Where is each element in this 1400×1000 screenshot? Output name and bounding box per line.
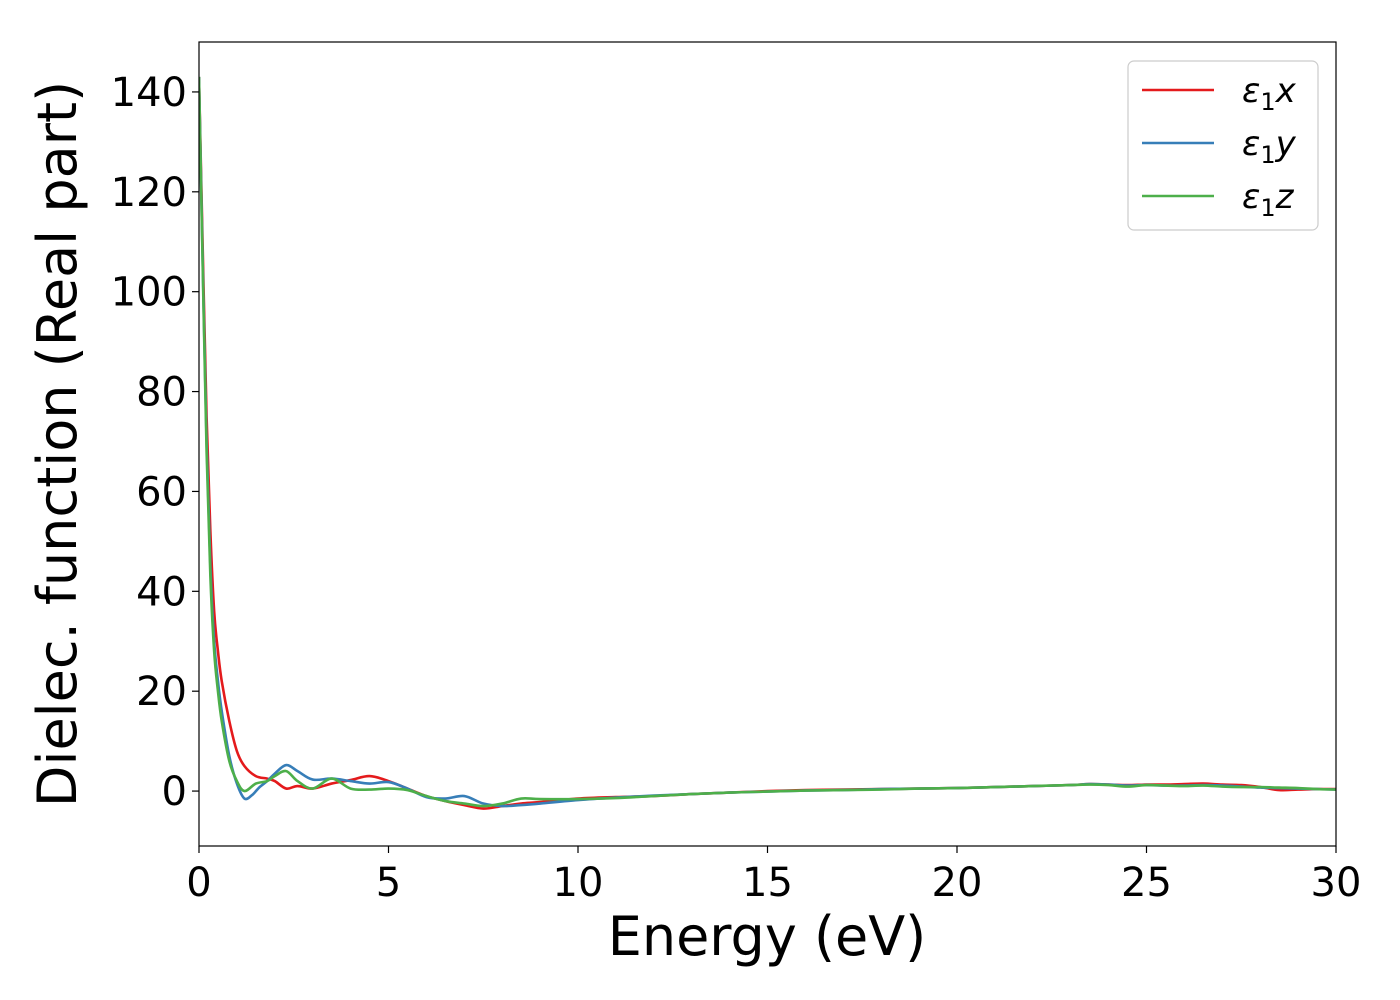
y-tick-label: 80 [136,370,187,416]
y-tick-label: 120 [111,170,187,216]
x-axis-label: Energy (eV) [608,905,927,968]
legend-label-y: ε1y [1242,124,1297,169]
legend-label-x: ε1x [1242,71,1297,116]
y-tick-label: 140 [111,70,187,116]
legend-box [1127,60,1319,231]
legend-label-z: ε1z [1242,177,1295,222]
y-tick-label: 0 [162,769,187,815]
x-tick-label: 0 [186,860,211,906]
y-axis-ticks: 0 20 40 60 80 100 120 140 [111,70,199,815]
x-tick-label: 25 [1121,860,1172,906]
y-tick-label: 100 [111,270,187,316]
x-tick-label: 30 [1311,860,1362,906]
x-tick-label: 5 [376,860,401,906]
y-axis-label: Dielec. function (Real part) [26,81,89,807]
x-axis-ticks: 0 5 10 15 20 25 30 [186,846,1361,906]
y-tick-label: 60 [136,469,187,515]
x-tick-label: 15 [742,860,793,906]
series-line-z [199,76,1336,808]
series-layer [199,76,1336,810]
y-tick-label: 20 [136,669,187,715]
x-tick-label: 20 [932,860,983,906]
y-tick-label: 40 [136,569,187,615]
x-tick-label: 10 [553,860,604,906]
legend: ε1x ε1y ε1z [1127,60,1319,231]
